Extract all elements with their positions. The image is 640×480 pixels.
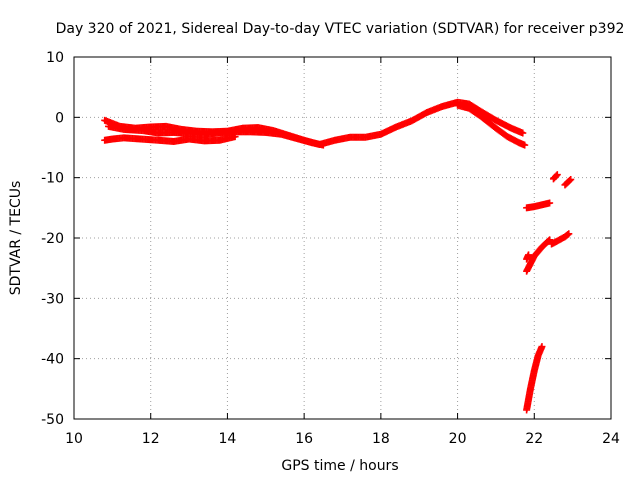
data-series xyxy=(523,199,554,212)
series-trace xyxy=(523,386,534,413)
series-trace xyxy=(140,127,161,137)
x-tick-label: 16 xyxy=(295,431,313,447)
series-trace xyxy=(424,103,445,116)
x-tick-label: 22 xyxy=(525,431,543,447)
plot-frame xyxy=(73,56,612,420)
series-trace xyxy=(363,131,383,141)
series-trace xyxy=(263,129,284,138)
y-tick-label: -40 xyxy=(41,352,64,368)
series-trace xyxy=(505,133,522,146)
series-trace xyxy=(531,353,542,373)
y-tick-label: -50 xyxy=(41,412,64,428)
data-series xyxy=(454,101,529,149)
series-trace xyxy=(409,109,430,124)
y-tick-label: 10 xyxy=(46,50,64,66)
data-series xyxy=(523,236,554,275)
series-trace xyxy=(509,125,525,136)
data-series xyxy=(523,343,546,414)
y-tick-label: -20 xyxy=(41,231,64,247)
x-tick-label: 20 xyxy=(449,431,467,447)
series-trace xyxy=(455,102,472,112)
series-trace xyxy=(523,252,532,262)
series-trace xyxy=(493,125,510,140)
series-trace xyxy=(394,118,414,130)
series-trace xyxy=(516,139,528,149)
series-trace xyxy=(539,237,553,250)
series-trace xyxy=(110,134,126,143)
y-axis-label: SDTVAR / TECUs xyxy=(8,181,24,296)
chart-title: Day 320 of 2021, Sidereal Day-to-day VTE… xyxy=(56,21,625,37)
data-points xyxy=(101,98,575,414)
data-series xyxy=(105,122,327,149)
data-series xyxy=(549,171,561,183)
data-series xyxy=(101,133,239,145)
x-tick-label: 12 xyxy=(142,431,160,447)
series-trace xyxy=(294,135,314,146)
data-series xyxy=(561,175,575,189)
data-series xyxy=(523,251,533,263)
series-trace xyxy=(202,129,222,138)
y-tick-label: 0 xyxy=(55,110,64,126)
series-trace xyxy=(279,131,299,142)
series-trace xyxy=(562,231,572,240)
data-series xyxy=(548,230,573,248)
series-trace xyxy=(171,135,192,145)
axis-ticks: 10 12 14 16 18 20 22 24 10 0 -10 -20 -30 -40 -50 xyxy=(41,50,620,447)
series-trace xyxy=(527,368,538,391)
y-tick-label: -10 xyxy=(41,171,64,187)
series-trace xyxy=(248,128,268,136)
x-axis-label: GPS time / hours xyxy=(281,458,398,474)
series-trace xyxy=(440,99,460,110)
series-trace xyxy=(378,124,399,138)
series-trace xyxy=(562,176,574,188)
series-trace xyxy=(550,172,560,182)
x-tick-label: 10 xyxy=(65,431,83,447)
series-trace xyxy=(535,344,545,358)
series-trace xyxy=(523,253,538,274)
series-trace xyxy=(121,125,146,135)
series-trace xyxy=(493,117,514,132)
series-trace xyxy=(309,139,326,149)
series-trace xyxy=(478,113,499,131)
series-trace xyxy=(549,238,560,247)
series-trace xyxy=(332,134,353,144)
x-tick-label: 14 xyxy=(219,431,237,447)
x-tick-label: 24 xyxy=(602,431,620,447)
series-trace xyxy=(539,199,552,209)
x-tick-label: 18 xyxy=(372,431,390,447)
series-trace xyxy=(156,136,176,145)
series-trace xyxy=(217,133,238,144)
series-trace xyxy=(232,128,253,136)
y-tick-label: -30 xyxy=(41,291,64,307)
series-trace xyxy=(532,201,545,210)
series-trace xyxy=(466,105,483,119)
grid xyxy=(74,57,611,419)
